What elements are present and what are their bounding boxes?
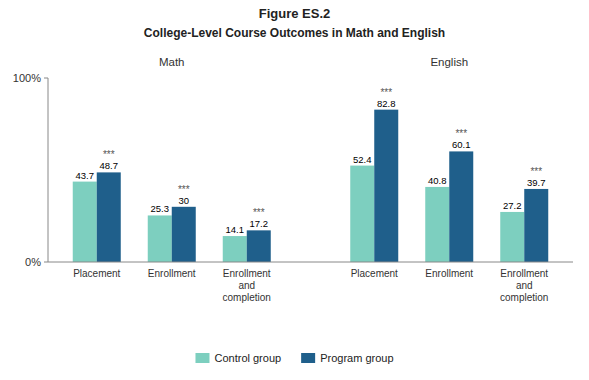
x-tick-label: Enrollment	[148, 268, 196, 279]
significance: ***	[253, 207, 265, 218]
legend-label: Control group	[214, 352, 281, 364]
significance: ***	[103, 149, 115, 160]
bar	[172, 207, 196, 262]
data-label: 48.7	[100, 160, 119, 171]
bar	[148, 215, 172, 262]
bar	[223, 236, 247, 262]
title: Figure ES.2	[259, 6, 331, 21]
data-labels: 43.725.314.152.440.827.248.7***30***17.2…	[76, 87, 546, 235]
legend-item: Control group	[195, 352, 281, 364]
chart: Figure ES.2 College-Level Course Outcomes…	[0, 0, 589, 380]
y-tick-label: 0%	[25, 256, 41, 268]
bar	[374, 110, 398, 262]
x-axis	[48, 262, 573, 263]
significance: ***	[530, 166, 542, 177]
data-label: 60.1	[452, 139, 471, 150]
bar	[500, 212, 524, 262]
bars	[73, 110, 549, 262]
data-label: 17.2	[250, 218, 269, 229]
significance: ***	[455, 128, 467, 139]
legend-item: Program group	[301, 352, 393, 364]
legend: Control group Program group	[195, 352, 393, 364]
y-tick	[44, 262, 48, 263]
data-label: 14.1	[226, 224, 245, 235]
y-tick-label: 100%	[13, 72, 41, 84]
significance: ***	[380, 87, 392, 98]
x-tick-label: Enrollment	[425, 268, 473, 279]
bar	[449, 151, 473, 262]
bar	[97, 172, 121, 262]
x-tick-label: Enrollmentandcompletion	[223, 268, 271, 303]
data-label: 30	[178, 195, 189, 206]
x-tick-label: Placement	[73, 268, 120, 279]
bar	[425, 187, 449, 262]
y-tick	[44, 78, 48, 79]
legend-swatch	[301, 353, 315, 363]
data-label: 40.8	[428, 175, 447, 186]
group-label: Math	[159, 56, 185, 68]
data-label: 25.3	[151, 203, 170, 214]
bar	[247, 230, 271, 262]
significance: ***	[178, 184, 190, 195]
bar	[350, 166, 374, 262]
x-tick-label: Placement	[351, 268, 398, 279]
data-label: 27.2	[503, 200, 522, 211]
data-label: 43.7	[76, 170, 95, 181]
data-label: 52.4	[353, 154, 372, 165]
data-label: 39.7	[527, 177, 546, 188]
y-axis	[48, 78, 49, 262]
data-label: 82.8	[377, 98, 396, 109]
legend-swatch	[195, 353, 209, 363]
group-label: English	[430, 56, 468, 68]
legend-label: Program group	[320, 352, 393, 364]
bar	[73, 182, 97, 262]
subtitle: College-Level Course Outcomes in Math an…	[144, 26, 445, 40]
x-tick-label: Enrollmentandcompletion	[500, 268, 548, 303]
bar	[524, 189, 548, 262]
